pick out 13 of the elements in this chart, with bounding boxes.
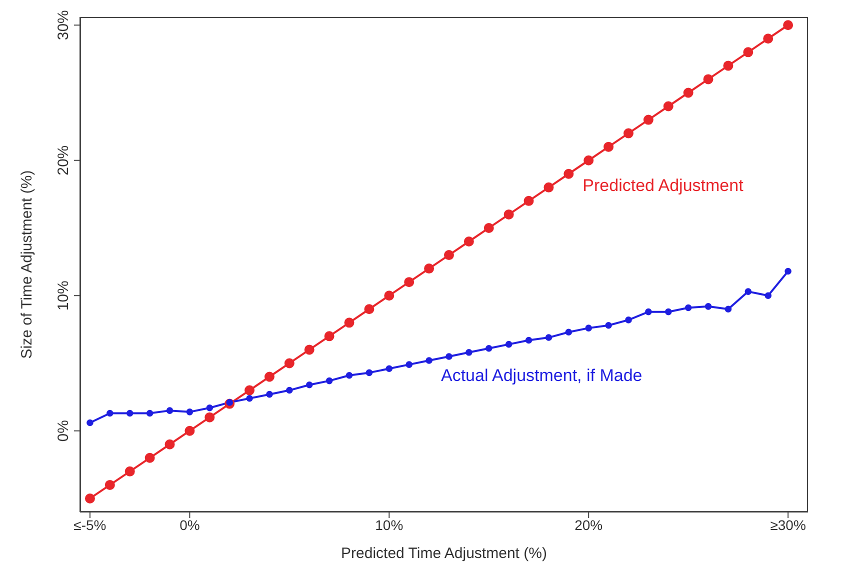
series-label: Predicted Adjustment [582,176,744,196]
series-label: Actual Adjustment, if Made [440,366,642,386]
y-tick-label: 0% [55,420,72,442]
x-tick-label: 20% [574,516,603,533]
y-tick-label: 10% [55,280,72,311]
y-tick-label: 30% [55,10,72,40]
y-tick-label: 20% [55,145,72,176]
x-tick-label: 10% [375,516,404,533]
x-axis-title: Predicted Time Adjustment (%) [341,545,547,562]
x-tick-label: 0% [180,516,200,533]
y-axis-title: Size of Time Adjustment (%) [18,170,36,359]
x-tick-label: ≥30% [770,516,806,533]
x-tick-label: ≤-5% [74,516,106,533]
